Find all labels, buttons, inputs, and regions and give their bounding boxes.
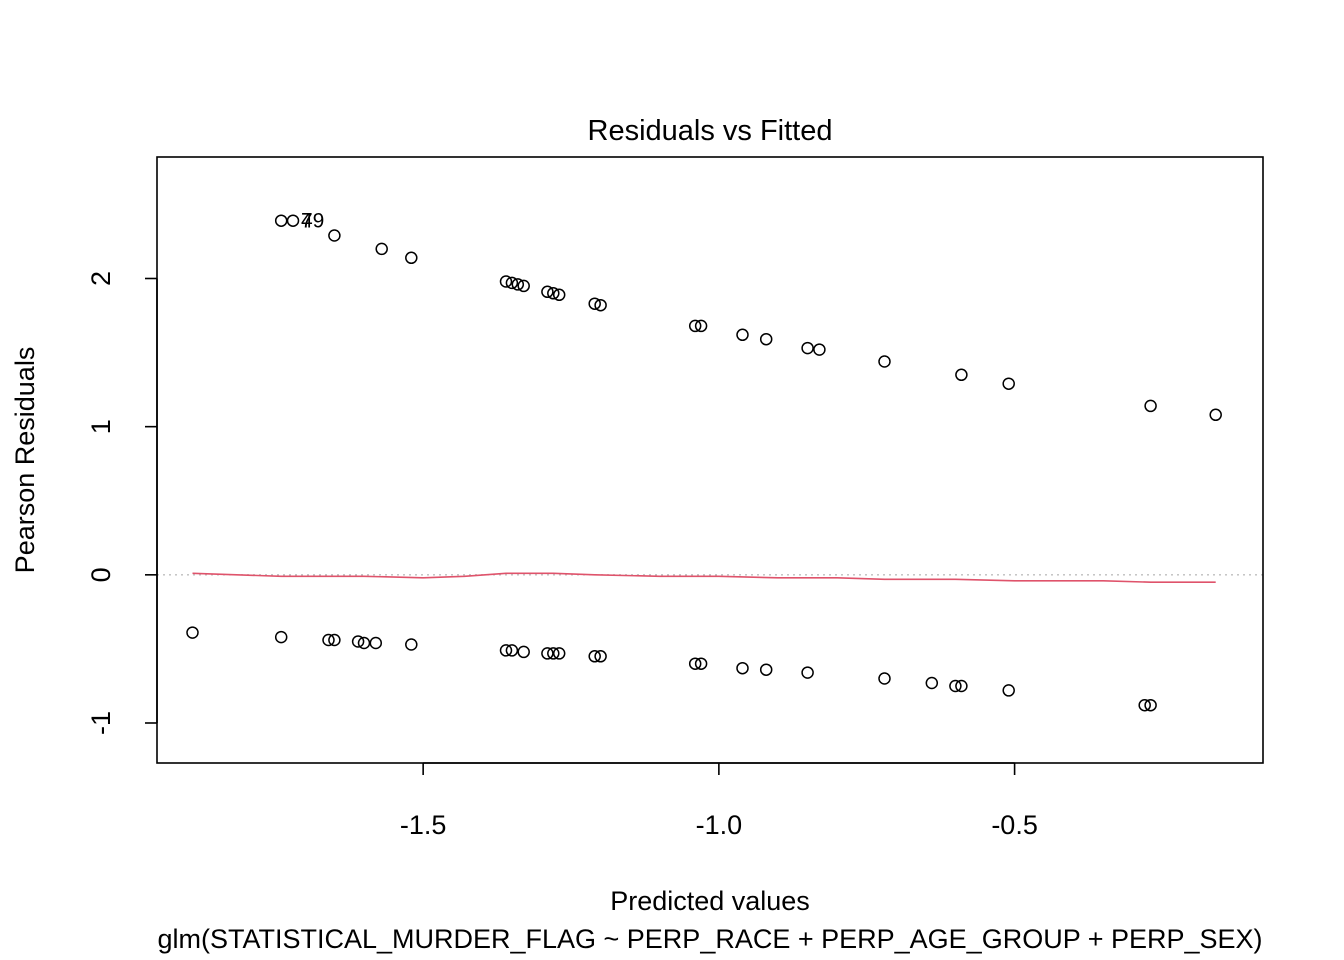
data-point [541,285,554,299]
x-axis: -1.5 -1.0 -0.5 [400,762,1038,840]
data-point [955,368,968,382]
point-label: 7 [301,210,313,233]
chart-title: Residuals vs Fitted [588,115,833,147]
y-tick-label: 1 [86,419,116,434]
data-point [328,633,341,647]
data-point [813,343,826,356]
data-point [925,676,939,690]
data-point [517,279,530,293]
data-point [1002,377,1015,390]
data-point [949,679,962,693]
smooth-trend-line [192,572,1216,583]
data-point [736,661,749,675]
data-point [594,298,607,312]
point-label: 49 [301,210,324,233]
data-point [552,647,566,660]
y-tick-label: 0 [86,567,116,582]
data-point [694,319,708,333]
points-layer [186,214,1222,712]
data-point [351,635,365,648]
data-point [547,287,560,300]
x-tick-label: -0.5 [991,810,1038,840]
x-tick-label: -1.0 [696,810,743,840]
data-point [369,636,383,650]
data-point [375,242,388,256]
data-point [552,288,566,302]
plot-frame [156,156,1264,764]
data-point [547,647,560,660]
data-point [878,355,891,368]
data-point [955,679,968,693]
data-point [1144,698,1157,712]
data-point [322,633,335,647]
model-formula-subtitle: glm(STATISTICAL_MURDER_FLAG ~ PERP_RACE … [157,924,1262,954]
data-point [328,229,341,242]
data-point [801,666,814,679]
data-point [688,319,702,333]
y-tick-label: -1 [86,711,116,735]
data-point [186,626,199,639]
smooth-line-layer [192,572,1216,583]
data-point [801,341,814,355]
data-point [517,645,530,659]
data-point [505,644,519,657]
data-point [505,276,519,290]
data-point [759,332,773,346]
data-point [511,278,525,291]
data-point [759,663,773,676]
y-tick-label: 2 [86,271,116,286]
data-point [1209,408,1222,422]
data-point [274,214,288,227]
data-point [1138,698,1151,712]
data-point [499,644,513,657]
data-point [274,630,288,644]
y-axis-label: Pearson Residuals [10,347,40,574]
data-point [1144,399,1157,413]
data-point [286,214,300,227]
data-point [736,328,749,342]
data-point [588,297,601,310]
y-axis: -1 0 1 2 [86,271,158,735]
data-point [357,636,371,650]
data-point [499,275,513,288]
point-labels-layer: 497 [301,210,324,233]
data-point [405,638,418,651]
data-point [594,650,607,663]
data-point [694,657,708,670]
data-point [588,650,601,663]
data-point [405,251,418,265]
x-axis-label: Predicted values [610,886,810,916]
data-point [878,672,891,685]
data-point [688,657,702,670]
data-point [1002,684,1015,697]
x-tick-label: -1.5 [400,810,447,840]
data-point [541,647,554,660]
